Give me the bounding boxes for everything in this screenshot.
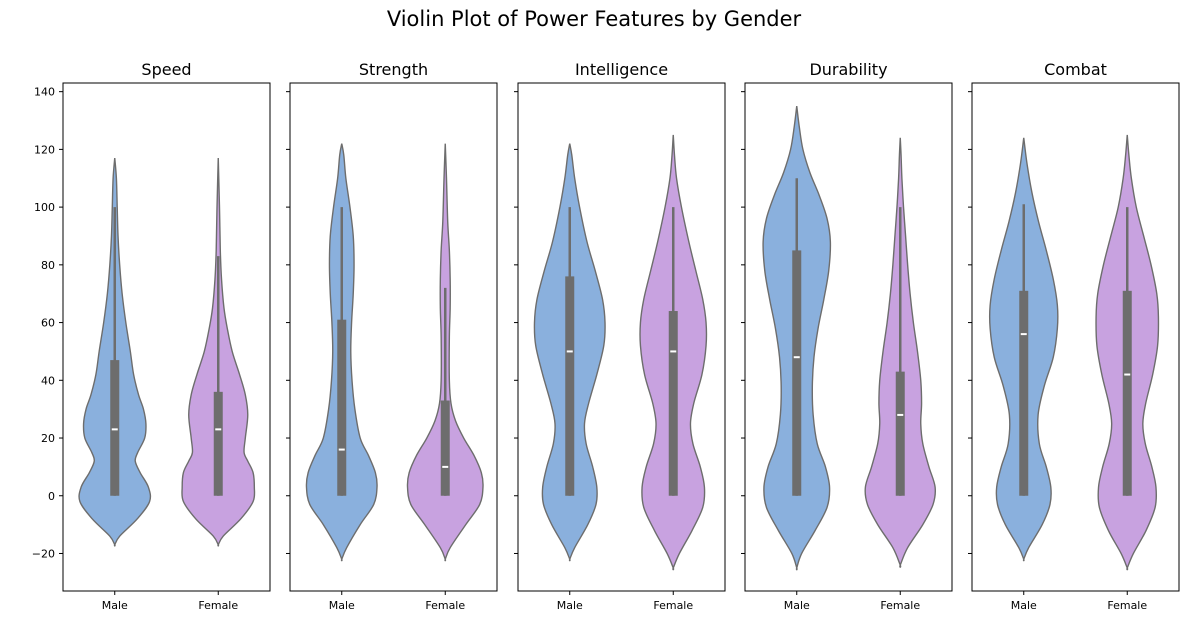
iqr-box-strength-male xyxy=(337,319,347,496)
iqr-box-combat-male xyxy=(1019,290,1029,496)
panel-title-combat: Combat xyxy=(1044,60,1107,79)
xtick-label-female: Female xyxy=(880,599,920,612)
iqr-box-durability-female xyxy=(895,371,905,496)
xtick-label-female: Female xyxy=(425,599,465,612)
iqr-box-speed-female xyxy=(213,391,223,496)
xtick-label-female: Female xyxy=(653,599,693,612)
xtick-label-male: Male xyxy=(1011,599,1037,612)
iqr-box-speed-male xyxy=(110,360,120,496)
ytick-label: 40 xyxy=(41,374,55,387)
ytick-label: 20 xyxy=(41,432,55,445)
xtick-label-male: Male xyxy=(102,599,128,612)
ytick-label: 60 xyxy=(41,317,55,330)
iqr-box-combat-female xyxy=(1122,290,1132,496)
panel-title-strength: Strength xyxy=(359,60,428,79)
iqr-box-strength-female xyxy=(440,400,450,496)
figure-title: Violin Plot of Power Features by Gender xyxy=(387,7,802,31)
xtick-label-male: Male xyxy=(557,599,583,612)
ytick-label: 100 xyxy=(34,201,55,214)
ytick-label: 80 xyxy=(41,259,55,272)
xtick-label-male: Male xyxy=(784,599,810,612)
ytick-label: 140 xyxy=(34,86,55,99)
ytick-label: 0 xyxy=(48,490,55,503)
panel-title-intelligence: Intelligence xyxy=(575,60,668,79)
iqr-box-intelligence-male xyxy=(565,276,575,496)
panel-title-speed: Speed xyxy=(141,60,191,79)
panel-title-durability: Durability xyxy=(809,60,887,79)
xtick-label-male: Male xyxy=(329,599,355,612)
ytick-label: −20 xyxy=(32,547,55,560)
ytick-label: 120 xyxy=(34,143,55,156)
panel-frame-speed xyxy=(62,82,271,592)
panel-frame-intelligence xyxy=(517,82,726,592)
panel-frame-durability xyxy=(744,82,953,592)
iqr-box-durability-male xyxy=(792,250,802,496)
xtick-label-female: Female xyxy=(1107,599,1147,612)
panel-frame-combat xyxy=(971,82,1180,592)
panel-frame-strength xyxy=(289,82,498,592)
iqr-box-intelligence-female xyxy=(668,311,678,496)
xtick-label-female: Female xyxy=(198,599,238,612)
